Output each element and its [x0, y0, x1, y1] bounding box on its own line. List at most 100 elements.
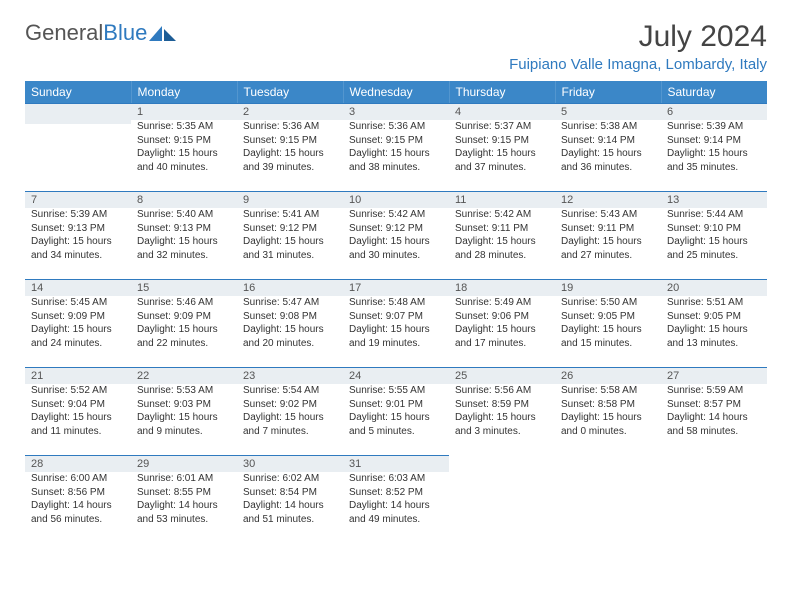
- sunrise-line: Sunrise: 5:36 AM: [243, 120, 337, 134]
- sunrise-line: Sunrise: 5:53 AM: [137, 384, 231, 398]
- sunset-line: Sunset: 9:12 PM: [243, 222, 337, 236]
- day-number: 17: [343, 279, 449, 296]
- daylight-line: Daylight: 15 hours and 20 minutes.: [243, 323, 337, 350]
- daylight-line: Daylight: 15 hours and 35 minutes.: [667, 147, 761, 174]
- day-details: Sunrise: 5:39 AMSunset: 9:14 PMDaylight:…: [661, 120, 767, 178]
- calendar-cell: 7Sunrise: 5:39 AMSunset: 9:13 PMDaylight…: [25, 191, 131, 279]
- logo-word1: General: [25, 20, 103, 45]
- day-details: Sunrise: 5:56 AMSunset: 8:59 PMDaylight:…: [449, 384, 555, 442]
- day-details: Sunrise: 5:48 AMSunset: 9:07 PMDaylight:…: [343, 296, 449, 354]
- day-number: 28: [25, 455, 131, 472]
- sunrise-line: Sunrise: 5:56 AM: [455, 384, 549, 398]
- daylight-line: Daylight: 15 hours and 19 minutes.: [349, 323, 443, 350]
- calendar-cell: 10Sunrise: 5:42 AMSunset: 9:12 PMDayligh…: [343, 191, 449, 279]
- daylight-line: Daylight: 15 hours and 37 minutes.: [455, 147, 549, 174]
- day-details: Sunrise: 5:43 AMSunset: 9:11 PMDaylight:…: [555, 208, 661, 266]
- sunset-line: Sunset: 9:05 PM: [667, 310, 761, 324]
- calendar-cell: 20Sunrise: 5:51 AMSunset: 9:05 PMDayligh…: [661, 279, 767, 367]
- logo-sail-icon: [149, 24, 177, 42]
- sunset-line: Sunset: 9:13 PM: [137, 222, 231, 236]
- day-details: Sunrise: 5:51 AMSunset: 9:05 PMDaylight:…: [661, 296, 767, 354]
- sunrise-line: Sunrise: 5:55 AM: [349, 384, 443, 398]
- calendar-head: SundayMondayTuesdayWednesdayThursdayFrid…: [25, 81, 767, 103]
- day-number: 24: [343, 367, 449, 384]
- daylight-line: Daylight: 15 hours and 36 minutes.: [561, 147, 655, 174]
- day-number: 21: [25, 367, 131, 384]
- day-number: 11: [449, 191, 555, 208]
- day-details: Sunrise: 5:45 AMSunset: 9:09 PMDaylight:…: [25, 296, 131, 354]
- daylight-line: Daylight: 14 hours and 53 minutes.: [137, 499, 231, 526]
- daylight-line: Daylight: 14 hours and 49 minutes.: [349, 499, 443, 526]
- sunrise-line: Sunrise: 5:54 AM: [243, 384, 337, 398]
- daylight-line: Daylight: 15 hours and 9 minutes.: [137, 411, 231, 438]
- calendar-row: 21Sunrise: 5:52 AMSunset: 9:04 PMDayligh…: [25, 367, 767, 455]
- sunset-line: Sunset: 9:02 PM: [243, 398, 337, 412]
- sunrise-line: Sunrise: 5:38 AM: [561, 120, 655, 134]
- sunset-line: Sunset: 9:14 PM: [667, 134, 761, 148]
- day-number: 31: [343, 455, 449, 472]
- day-number: 9: [237, 191, 343, 208]
- day-details: Sunrise: 6:01 AMSunset: 8:55 PMDaylight:…: [131, 472, 237, 530]
- day-number: 4: [449, 103, 555, 120]
- day-number: 2: [237, 103, 343, 120]
- weekday-header: Sunday: [25, 81, 131, 103]
- daylight-line: Daylight: 15 hours and 24 minutes.: [31, 323, 125, 350]
- sunrise-line: Sunrise: 5:45 AM: [31, 296, 125, 310]
- day-details: Sunrise: 5:35 AMSunset: 9:15 PMDaylight:…: [131, 120, 237, 178]
- sunset-line: Sunset: 9:01 PM: [349, 398, 443, 412]
- day-details: Sunrise: 5:44 AMSunset: 9:10 PMDaylight:…: [661, 208, 767, 266]
- sunset-line: Sunset: 8:52 PM: [349, 486, 443, 500]
- weekday-header: Thursday: [449, 81, 555, 103]
- calendar-cell: 12Sunrise: 5:43 AMSunset: 9:11 PMDayligh…: [555, 191, 661, 279]
- sunrise-line: Sunrise: 5:50 AM: [561, 296, 655, 310]
- sunset-line: Sunset: 9:03 PM: [137, 398, 231, 412]
- day-details: Sunrise: 5:52 AMSunset: 9:04 PMDaylight:…: [25, 384, 131, 442]
- day-number: 19: [555, 279, 661, 296]
- sunrise-line: Sunrise: 5:43 AM: [561, 208, 655, 222]
- sunset-line: Sunset: 9:12 PM: [349, 222, 443, 236]
- daylight-line: Daylight: 15 hours and 39 minutes.: [243, 147, 337, 174]
- day-details: Sunrise: 5:55 AMSunset: 9:01 PMDaylight:…: [343, 384, 449, 442]
- sunrise-line: Sunrise: 6:00 AM: [31, 472, 125, 486]
- calendar-cell: 24Sunrise: 5:55 AMSunset: 9:01 PMDayligh…: [343, 367, 449, 455]
- daylight-line: Daylight: 15 hours and 31 minutes.: [243, 235, 337, 262]
- sunset-line: Sunset: 9:09 PM: [137, 310, 231, 324]
- calendar-cell: 25Sunrise: 5:56 AMSunset: 8:59 PMDayligh…: [449, 367, 555, 455]
- sunrise-line: Sunrise: 5:37 AM: [455, 120, 549, 134]
- logo-text: GeneralBlue: [25, 20, 147, 46]
- sunset-line: Sunset: 8:55 PM: [137, 486, 231, 500]
- calendar-cell: 5Sunrise: 5:38 AMSunset: 9:14 PMDaylight…: [555, 103, 661, 191]
- day-number: 22: [131, 367, 237, 384]
- weekday-header: Tuesday: [237, 81, 343, 103]
- calendar-cell-empty: [449, 455, 555, 543]
- day-details: Sunrise: 5:49 AMSunset: 9:06 PMDaylight:…: [449, 296, 555, 354]
- calendar-cell: 23Sunrise: 5:54 AMSunset: 9:02 PMDayligh…: [237, 367, 343, 455]
- day-number: 18: [449, 279, 555, 296]
- day-details: Sunrise: 5:38 AMSunset: 9:14 PMDaylight:…: [555, 120, 661, 178]
- sunset-line: Sunset: 9:09 PM: [31, 310, 125, 324]
- day-number: 1: [131, 103, 237, 120]
- weekday-header: Friday: [555, 81, 661, 103]
- sunrise-line: Sunrise: 5:36 AM: [349, 120, 443, 134]
- day-number: 20: [661, 279, 767, 296]
- calendar-cell: 29Sunrise: 6:01 AMSunset: 8:55 PMDayligh…: [131, 455, 237, 543]
- calendar-row: 1Sunrise: 5:35 AMSunset: 9:15 PMDaylight…: [25, 103, 767, 191]
- sunset-line: Sunset: 9:15 PM: [455, 134, 549, 148]
- calendar-body: 1Sunrise: 5:35 AMSunset: 9:15 PMDaylight…: [25, 103, 767, 543]
- day-details: Sunrise: 6:03 AMSunset: 8:52 PMDaylight:…: [343, 472, 449, 530]
- day-number: 10: [343, 191, 449, 208]
- calendar-cell: 22Sunrise: 5:53 AMSunset: 9:03 PMDayligh…: [131, 367, 237, 455]
- calendar-cell: 27Sunrise: 5:59 AMSunset: 8:57 PMDayligh…: [661, 367, 767, 455]
- calendar-cell: 17Sunrise: 5:48 AMSunset: 9:07 PMDayligh…: [343, 279, 449, 367]
- sunset-line: Sunset: 8:59 PM: [455, 398, 549, 412]
- day-number: 6: [661, 103, 767, 120]
- day-number: 27: [661, 367, 767, 384]
- day-number: 23: [237, 367, 343, 384]
- day-details: Sunrise: 5:39 AMSunset: 9:13 PMDaylight:…: [25, 208, 131, 266]
- daylight-line: Daylight: 15 hours and 40 minutes.: [137, 147, 231, 174]
- day-number: 29: [131, 455, 237, 472]
- weekday-header: Saturday: [661, 81, 767, 103]
- logo: GeneralBlue: [25, 20, 177, 46]
- daylight-line: Daylight: 15 hours and 5 minutes.: [349, 411, 443, 438]
- calendar-cell: 18Sunrise: 5:49 AMSunset: 9:06 PMDayligh…: [449, 279, 555, 367]
